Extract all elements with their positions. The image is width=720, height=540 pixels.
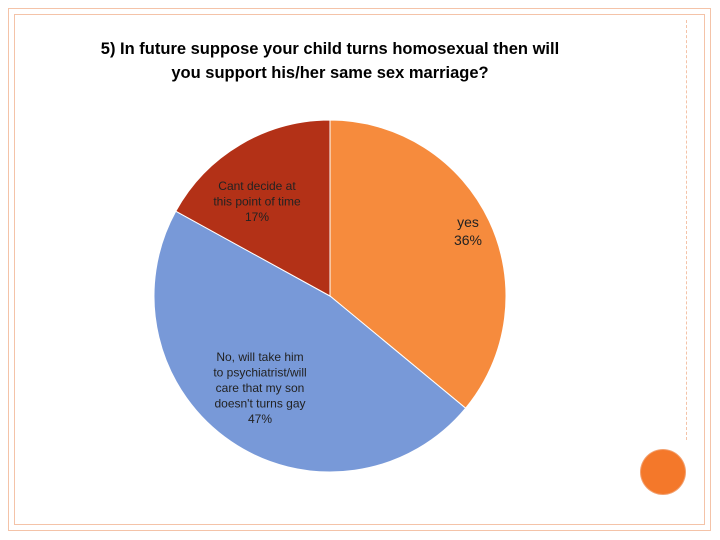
slice-label-cant-decide-line-2: this point of time (213, 195, 301, 209)
slice-label-cant-decide-line-3: 17% (245, 210, 269, 224)
slide-frame-inner (14, 14, 705, 525)
pie-slice-yes (329, 119, 507, 409)
decorative-orange-circle (641, 450, 685, 494)
slice-label-yes: yes 36% (454, 214, 482, 248)
slice-label-no-line-1: No, will take him (216, 350, 303, 364)
slice-label-cant-decide: Cant decide at this point of time 17% (213, 179, 301, 224)
slice-label-yes-line-2: 36% (454, 232, 482, 248)
slice-label-no: No, will take him to psychiatrist/will car… (213, 350, 306, 426)
slide-frame-dashed-edge (686, 20, 692, 440)
slice-label-no-line-4: doesn't turns gay (214, 397, 305, 411)
slide-frame-outer (8, 8, 711, 531)
slice-label-yes-line-1: yes (457, 214, 479, 230)
pie-slice-no (153, 210, 467, 473)
chart-title-line-1: 5) In future suppose your child turns ho… (100, 40, 560, 58)
chart-title: 5) In future suppose your child turns ho… (60, 37, 600, 85)
slice-label-no-line-2: to psychiatrist/will (213, 366, 306, 380)
slice-label-no-line-5: 47% (248, 412, 272, 426)
slice-label-no-line-3: care that my son (216, 381, 305, 395)
pie-slice-cant-decide (175, 119, 331, 297)
chart-title-line-2: you support his/her same sex marriage? (171, 64, 489, 82)
slice-label-cant-decide-line-1: Cant decide at (218, 179, 296, 193)
